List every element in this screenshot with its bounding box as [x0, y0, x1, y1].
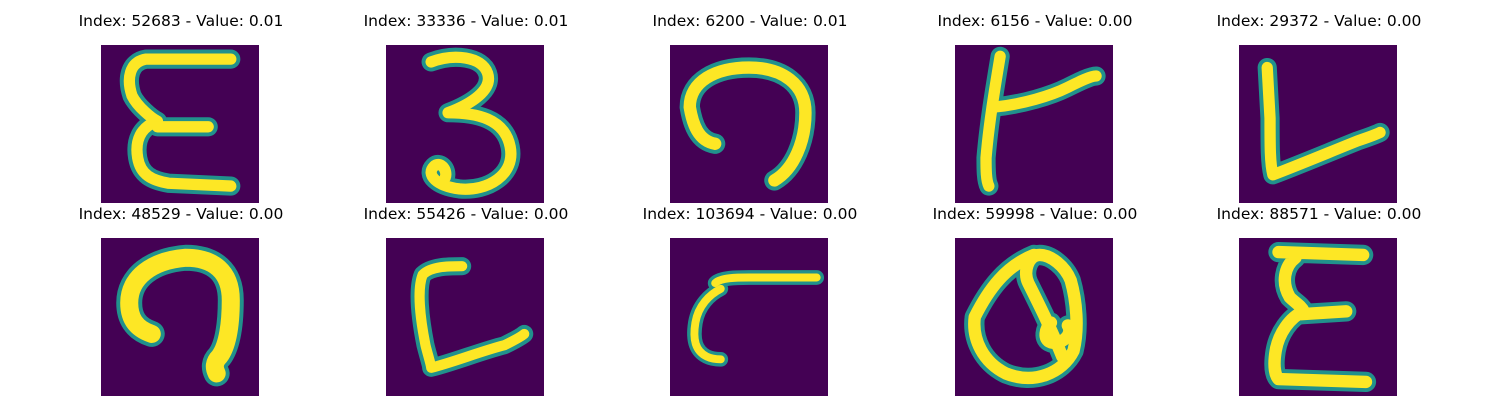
glyph-image: [1239, 45, 1397, 203]
panel-title: Index: 29372 - Value: 0.00: [1216, 12, 1422, 30]
panel-title: Index: 48529 - Value: 0.00: [78, 205, 284, 223]
sample-panel-3: Index: 6200 - Value: 0.01: [640, 11, 860, 203]
panel-title: Index: 88571 - Value: 0.00: [1216, 205, 1422, 223]
glyph-image: [386, 238, 544, 396]
sample-panel-5: Index: 29372 - Value: 0.00: [1209, 11, 1429, 203]
glyph-image: [1239, 238, 1397, 396]
glyph-image: [955, 45, 1113, 203]
panel-title: Index: 6156 - Value: 0.00: [937, 12, 1133, 30]
glyph-image: [101, 45, 259, 203]
glyph-image: [670, 45, 828, 203]
glyph-image: [670, 238, 828, 396]
glyph-image: [955, 238, 1113, 396]
sample-panel-4: Index: 6156 - Value: 0.00: [925, 11, 1145, 203]
panel-title: Index: 103694 - Value: 0.00: [642, 205, 858, 223]
glyph-image: [386, 45, 544, 203]
panel-title: Index: 55426 - Value: 0.00: [363, 205, 569, 223]
sample-panel-10: Index: 88571 - Value: 0.00: [1209, 204, 1429, 396]
sample-panel-9: Index: 59998 - Value: 0.00: [925, 204, 1145, 396]
sample-panel-2: Index: 33336 - Value: 0.01: [356, 11, 576, 203]
sample-panel-6: Index: 48529 - Value: 0.00: [71, 204, 291, 396]
panel-title: Index: 33336 - Value: 0.01: [363, 12, 569, 30]
panel-title: Index: 59998 - Value: 0.00: [932, 205, 1138, 223]
glyph-image: [101, 238, 259, 396]
sample-panel-1: Index: 52683 - Value: 0.01: [71, 11, 291, 203]
sample-panel-8: Index: 103694 - Value: 0.00: [640, 204, 860, 396]
panel-title: Index: 52683 - Value: 0.01: [78, 12, 284, 30]
panel-title: Index: 6200 - Value: 0.01: [652, 12, 848, 30]
sample-panel-7: Index: 55426 - Value: 0.00: [356, 204, 576, 396]
